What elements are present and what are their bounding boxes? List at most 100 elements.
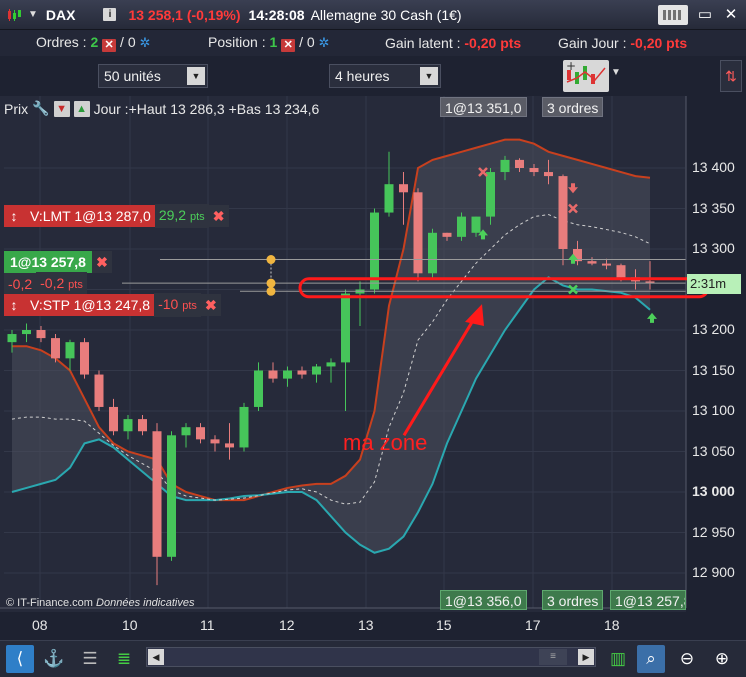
- chevron-down-icon[interactable]: ▼: [420, 67, 438, 85]
- y-tick-label: 12 950: [692, 523, 735, 540]
- candle-zoom-icon[interactable]: ▥: [609, 649, 627, 668]
- maximize-button[interactable]: ▭: [697, 6, 713, 23]
- candle-body: [181, 427, 191, 436]
- cancel-limit-icon[interactable]: ✖: [208, 205, 229, 227]
- candle-body: [573, 249, 582, 262]
- scroll-left-icon[interactable]: ◀: [148, 649, 164, 665]
- pnl-detail: -0,2 pts: [36, 272, 87, 296]
- gain-jour-label: Gain Jour :: [558, 35, 627, 51]
- position-tag[interactable]: 1@13 257,8 ✖: [4, 251, 112, 273]
- list-icon[interactable]: ☰: [82, 649, 98, 668]
- zoom-in-icon[interactable]: ⊕: [714, 649, 730, 668]
- cancel-orders-icon[interactable]: ✕: [102, 39, 117, 52]
- candle-body: [558, 176, 568, 249]
- candle-body: [210, 439, 220, 444]
- bottom-order-badge[interactable]: 1@13 356,0: [440, 590, 527, 610]
- gain-jour-value: -0,20 pts: [630, 35, 688, 51]
- candle-body: [544, 172, 553, 177]
- scroll-right-icon[interactable]: ▶: [578, 649, 594, 665]
- stop-order-tag[interactable]: ↕ V:STP 1@13 247,8 -10 pts ✖: [4, 293, 221, 317]
- position-count: 1: [269, 34, 278, 50]
- close-button[interactable]: ✕: [724, 6, 738, 23]
- indicators-icon: +: [566, 59, 606, 84]
- candle-body: [167, 435, 176, 557]
- zoom-out-icon[interactable]: ⊖: [679, 649, 695, 668]
- chart-header: Prix 🔧 ▼ ▲ Jour :+Haut 13 286,3 +Bas 13 …: [4, 100, 319, 117]
- prix-label: Prix: [4, 100, 29, 117]
- cancel-stop-icon[interactable]: ✖: [200, 294, 221, 316]
- candle-body: [152, 431, 162, 557]
- period-select[interactable]: 4 heures ▼: [329, 64, 441, 88]
- layers-icon[interactable]: ≣: [116, 649, 132, 668]
- bottom-count-badge[interactable]: 3 ordres: [542, 590, 604, 610]
- y-tick-label: 13 000: [692, 483, 735, 499]
- scroll-thumb[interactable]: ≡: [539, 649, 567, 665]
- chart-toolbar: 50 unités ▼ 4 heures ▼: [0, 56, 746, 96]
- position-pnl: -0,2 -0,2 pts: [4, 272, 87, 296]
- sell-icon[interactable]: ▼: [53, 100, 70, 117]
- svg-text:+: +: [566, 60, 576, 73]
- gain-jour: Gain Jour : -0,20 pts: [558, 35, 687, 51]
- close-position-icon[interactable]: ✖: [91, 251, 112, 273]
- title-bar: ▼ DAX i 13 258,1 (-0,19%) 14:28:08 Allem…: [0, 0, 746, 30]
- crosshair-icon[interactable]: ⚓: [43, 649, 65, 668]
- candle-body: [529, 168, 539, 173]
- flip-icon[interactable]: ⇅: [720, 60, 742, 92]
- x-tick-label: 12: [279, 617, 295, 633]
- close-position-icon[interactable]: ✕: [281, 39, 296, 52]
- chevron-down-icon[interactable]: ▼: [611, 67, 621, 78]
- wrench-icon[interactable]: 🔧: [32, 100, 50, 116]
- bottom-position-badge[interactable]: 1@13 257,8: [610, 590, 686, 610]
- buy-arrow-marker: [647, 312, 657, 323]
- info-icon[interactable]: i: [103, 8, 117, 21]
- limit-order-pts-value: 29,2: [158, 207, 187, 223]
- candle-body: [297, 370, 307, 375]
- candle-body: [283, 370, 292, 379]
- candle-body: [587, 261, 597, 264]
- units-select[interactable]: 50 unités ▼: [98, 64, 208, 88]
- limit-order-pts-unit: pts: [189, 211, 205, 223]
- drag-handle-icon[interactable]: ↕: [4, 294, 24, 316]
- price-chart[interactable]: [0, 96, 746, 612]
- gear-icon[interactable]: ✲: [139, 35, 151, 50]
- stop-order-pts: -10 pts: [154, 293, 201, 317]
- candle-body: [22, 330, 31, 335]
- pnl-value-2: -0,2: [40, 275, 65, 291]
- chevron-down-icon[interactable]: ▼: [187, 67, 205, 85]
- share-icon[interactable]: ⟨: [6, 645, 34, 673]
- y-axis-background: [686, 96, 746, 612]
- position-label: Position :: [208, 34, 266, 50]
- buy-arrow-marker: [568, 253, 578, 264]
- middle-band-line: [11, 214, 651, 505]
- gain-latent: Gain latent : -0,20 pts: [385, 35, 521, 51]
- gain-latent-label: Gain latent :: [385, 35, 461, 51]
- instrument-name: Allemagne 30 Cash (1€): [310, 6, 462, 23]
- candlestick-chart-icon[interactable]: [6, 7, 22, 23]
- chart-canvas[interactable]: [0, 96, 746, 612]
- orders-label: Ordres :: [36, 34, 87, 50]
- candle-body: [602, 263, 611, 266]
- drag-handle-icon[interactable]: ↕: [4, 205, 24, 227]
- top-count-badge[interactable]: 3 ordres: [542, 97, 604, 117]
- candle-body: [254, 370, 263, 407]
- upper-band-line: [12, 138, 651, 502]
- x-tick-label: 13: [358, 617, 374, 633]
- limit-order-label: V:LMT 1@13 287,0: [24, 205, 155, 227]
- indicators-button[interactable]: +: [563, 59, 609, 92]
- x-tick-label: 11: [200, 617, 215, 633]
- chevron-down-icon[interactable]: ▼: [28, 9, 38, 20]
- position-secondary-count: / 0: [299, 34, 315, 50]
- account-info-row: Ordres : 2 ✕ / 0 ✲ Position : 1 ✕ / 0 ✲ …: [0, 30, 746, 56]
- annotation-text: ma zone: [343, 430, 428, 455]
- credit-source: © IT-Finance.com: [6, 597, 93, 609]
- symbol-name[interactable]: DAX: [45, 6, 76, 23]
- limit-order-tag[interactable]: ↕ V:LMT 1@13 287,0 29,2 pts ✖: [4, 204, 229, 228]
- top-order-badge[interactable]: 1@13 351,0: [440, 97, 527, 117]
- zoom-auto-icon[interactable]: ⌕: [637, 645, 665, 673]
- keyboard-icon[interactable]: [658, 5, 688, 25]
- candle-body: [413, 192, 423, 274]
- gear-icon[interactable]: ✲: [318, 35, 330, 50]
- y-tick-label: 13 150: [692, 361, 735, 378]
- chart-scrollbar[interactable]: ◀ ≡ ▶: [146, 647, 596, 667]
- buy-icon[interactable]: ▲: [73, 100, 90, 117]
